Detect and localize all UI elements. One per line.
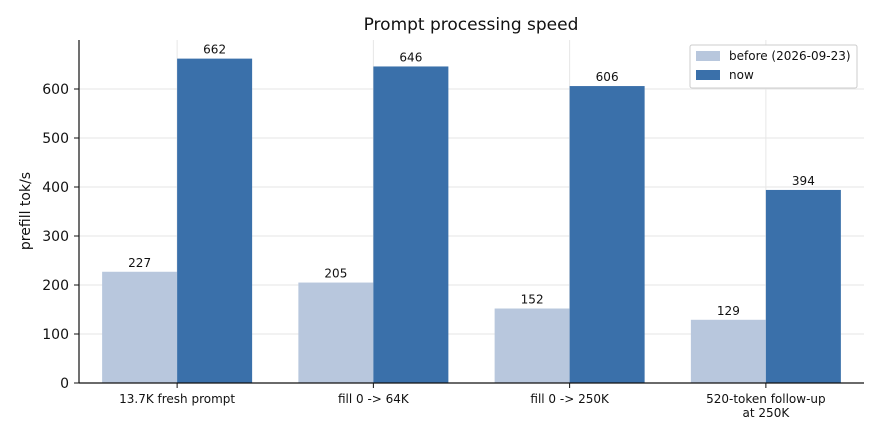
y-tick-label: 500: [42, 131, 69, 147]
y-tick-label: 100: [42, 327, 69, 343]
y-ticks: 0 100 200 300 400 500 600: [42, 82, 79, 392]
axes: [78, 40, 864, 384]
bar-before: [298, 282, 374, 383]
data-label: 205: [324, 267, 347, 281]
legend-swatch-now: [696, 70, 720, 80]
bar-before: [102, 271, 178, 383]
y-axis-label: prefill tok/s: [18, 172, 34, 250]
bar-now: [569, 86, 645, 383]
legend-swatch-before: [696, 51, 720, 61]
x-tick-label: fill 0 -> 64K: [338, 392, 410, 406]
x-tick-label: at 250K: [743, 406, 791, 420]
x-tick-label: fill 0 -> 250K: [530, 392, 610, 406]
y-tick-label: 300: [42, 229, 69, 245]
bar-before: [690, 319, 766, 383]
bar-now: [177, 58, 253, 384]
legend-box: [689, 44, 858, 89]
data-label: 662: [203, 43, 226, 57]
data-label: 394: [792, 174, 815, 188]
data-labels: 227 205 152 129 662 646 606 394: [128, 43, 815, 318]
bars: [102, 58, 841, 384]
y-tick-label: 200: [42, 278, 69, 294]
x-tick-label: 13.7K fresh prompt: [119, 392, 235, 406]
bar-before: [494, 308, 570, 383]
legend: before (2026-09-23) now: [689, 44, 858, 89]
legend-label-now: now: [729, 68, 754, 82]
data-label: 227: [128, 256, 151, 270]
data-label: 129: [717, 304, 740, 318]
bar-now: [373, 66, 449, 384]
x-ticks: 13.7K fresh prompt fill 0 -> 64K fill 0 ->…: [119, 383, 826, 420]
data-label: 152: [521, 293, 544, 307]
chart-title: Prompt processing speed: [364, 15, 579, 35]
y-tick-label: 0: [60, 376, 69, 392]
data-label: 646: [399, 50, 422, 64]
y-tick-label: 400: [42, 180, 69, 196]
legend-label-before: before (2026-09-23): [729, 49, 851, 63]
y-tick-label: 600: [42, 82, 69, 98]
data-label: 606: [596, 70, 619, 84]
bar-now: [765, 189, 841, 383]
x-tick-label: 520-token follow-up: [706, 392, 826, 406]
